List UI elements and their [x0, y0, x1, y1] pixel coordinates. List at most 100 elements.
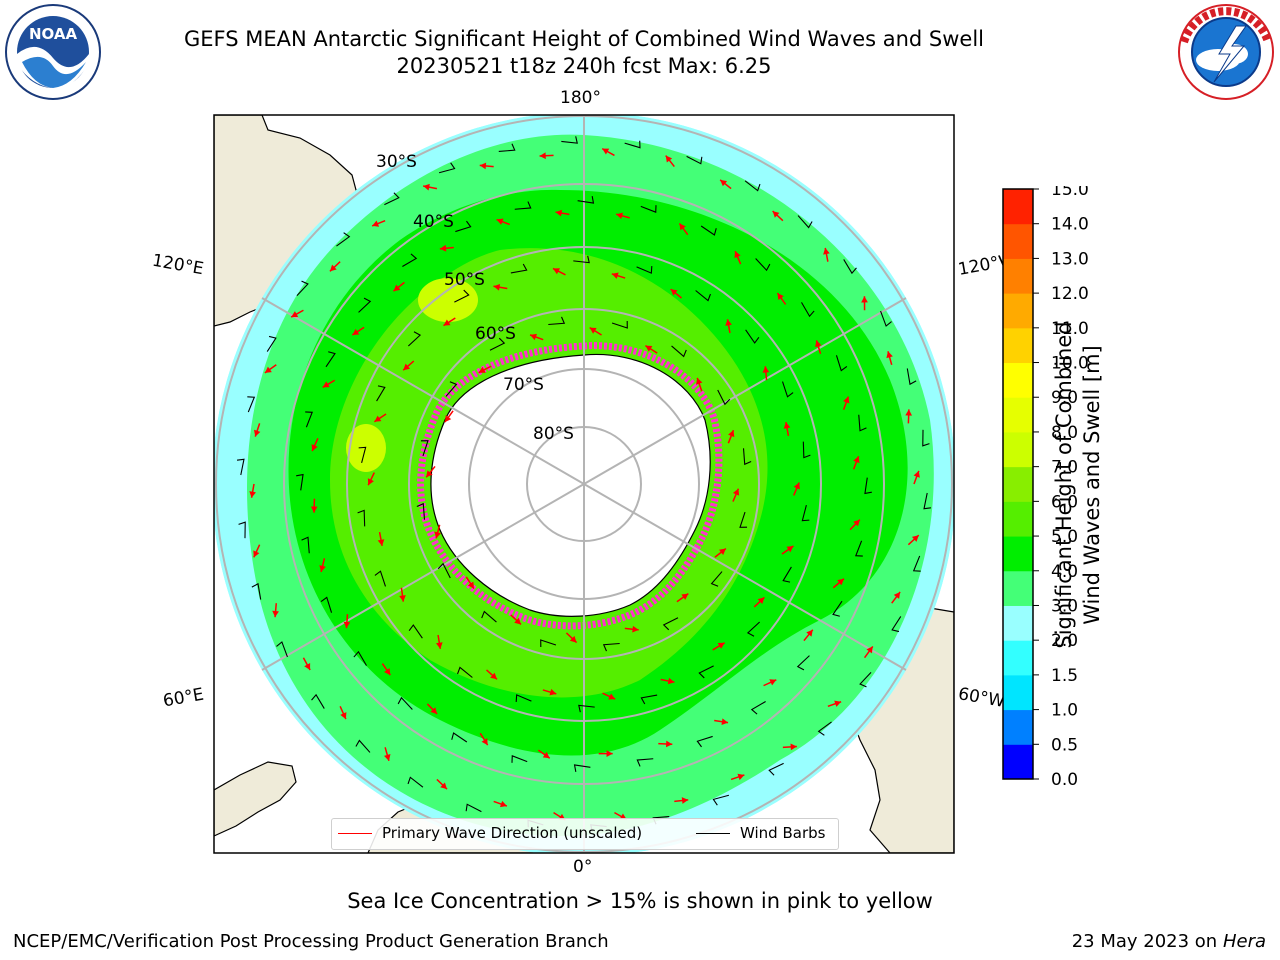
wind-barb — [843, 259, 857, 275]
colorbar-segment — [1003, 189, 1033, 225]
colorbar-tick-label: 7.0 — [1051, 458, 1078, 478]
wave-direction-arrow — [439, 244, 454, 252]
wave-direction-arrow — [611, 272, 626, 279]
wave-direction-arrow — [753, 596, 765, 608]
colorbar-title: Significant Height of Combined Wind Wave… — [1050, 305, 1110, 665]
wave-direction-arrow — [815, 340, 822, 355]
wave-direction-arrow — [444, 410, 454, 423]
colorbar-tick-label: 8.0 — [1051, 423, 1078, 443]
wave-direction-arrow — [302, 657, 311, 671]
wave-direction-arrow — [886, 351, 893, 365]
wave-direction-arrow — [478, 365, 492, 374]
colorbar-segment — [1003, 536, 1033, 572]
wave-direction-arrow — [319, 558, 326, 573]
wind-barb — [801, 302, 815, 318]
wind-barb — [515, 694, 532, 702]
footer-date: 23 May 2023 on Hera — [1072, 931, 1266, 952]
colorbar-title-line-1: Significant Height of Combined — [1052, 321, 1076, 649]
wind-barb — [353, 650, 367, 666]
wave-direction-arrow — [762, 366, 770, 381]
wind-barb — [700, 225, 717, 236]
wave-direction-arrow — [763, 679, 777, 687]
wind-barb — [640, 694, 658, 705]
legend-item-barb: Wind Barbs — [696, 824, 825, 842]
wave-direction-arrow — [913, 470, 920, 485]
wind-barb — [742, 448, 752, 466]
wave-direction-arrow — [367, 472, 375, 486]
wind-barb — [782, 566, 792, 583]
colorbar-tick-label: 12.0 — [1051, 284, 1089, 304]
wave-direction-arrow — [823, 247, 830, 262]
lat-label-40s: 40°S — [413, 212, 454, 232]
wave-direction-arrow — [714, 547, 727, 558]
wave-direction-arrow — [272, 603, 279, 618]
colorbar-segment — [1003, 466, 1033, 502]
wave-patch-6m — [418, 278, 478, 322]
wind-barb — [801, 505, 810, 522]
lon-label-0: 0° — [573, 857, 593, 877]
wave-direction-arrow — [434, 524, 441, 539]
colorbar-segment — [1003, 640, 1033, 676]
wind-barb — [671, 345, 687, 358]
wave-direction-arrow — [351, 326, 365, 336]
wind-barb — [465, 803, 482, 813]
wave-direction-arrow — [393, 281, 405, 292]
wind-barb — [891, 616, 902, 633]
lat-label-30s: 30°S — [376, 152, 417, 172]
wave-direction-arrow — [674, 797, 689, 804]
wave-direction-arrow — [537, 749, 551, 759]
wind-barb — [296, 473, 304, 491]
wave-direction-arrow — [861, 296, 868, 311]
wind-barb — [739, 511, 748, 528]
wind-barb — [640, 205, 657, 213]
wave-direction-arrow — [339, 706, 347, 720]
colorbar-tick-label: 13.0 — [1051, 249, 1089, 269]
wave-direction-arrow — [827, 700, 842, 708]
wind-barb — [696, 735, 713, 748]
colorbar-tick-label: 4.0 — [1051, 562, 1078, 582]
wave-direction-arrow — [696, 377, 703, 392]
wind-barb — [489, 337, 506, 351]
wave-direction-arrow — [436, 778, 448, 790]
wave-direction-arrow — [510, 614, 522, 626]
wind-barb — [457, 666, 473, 678]
wave-direction-arrow — [670, 288, 682, 299]
wind-barb — [358, 297, 372, 313]
chart-title: GEFS MEAN Antarctic Significant Height o… — [120, 26, 1048, 80]
wave-direction-arrow — [479, 732, 489, 746]
colorbar-segment — [1003, 258, 1033, 294]
colorbar-segment — [1003, 605, 1033, 641]
wind-barb — [276, 641, 288, 658]
wave-direction-arrow — [676, 593, 689, 603]
wind-barb — [624, 140, 641, 149]
colorbar-tick-label: 2.0 — [1051, 631, 1078, 651]
sea-ice-edge — [417, 342, 723, 630]
wind-barb — [511, 755, 528, 763]
wind-barb — [755, 258, 771, 272]
colorbar-segment — [1003, 744, 1033, 780]
wind-barb — [698, 665, 714, 679]
wave-direction-arrow — [732, 488, 740, 502]
colorbar-segment — [1003, 709, 1033, 745]
noaa-logo: NOAA — [5, 4, 101, 100]
wind-barb — [835, 355, 848, 372]
wind-barb — [912, 555, 921, 572]
wind-barb — [922, 429, 930, 447]
wind-barb — [880, 310, 892, 327]
wave-direction-arrow — [842, 396, 850, 410]
colorbar-tick-label: 10.0 — [1051, 354, 1089, 374]
wind-barb — [451, 732, 468, 743]
wind-barb — [407, 776, 424, 788]
colorbar-segment — [1003, 674, 1033, 711]
colorbar-segment — [1003, 293, 1033, 329]
wave-direction-arrow — [486, 669, 498, 680]
wind-barb — [611, 320, 628, 329]
wave-direction-arrow — [249, 483, 256, 498]
wave-direction-arrow — [615, 212, 630, 220]
wind-barb — [236, 458, 245, 476]
legend-swatch-wave — [338, 833, 372, 834]
wave-direction-arrow — [373, 413, 387, 423]
wind-barb — [578, 704, 595, 713]
wind-barb — [636, 758, 654, 767]
